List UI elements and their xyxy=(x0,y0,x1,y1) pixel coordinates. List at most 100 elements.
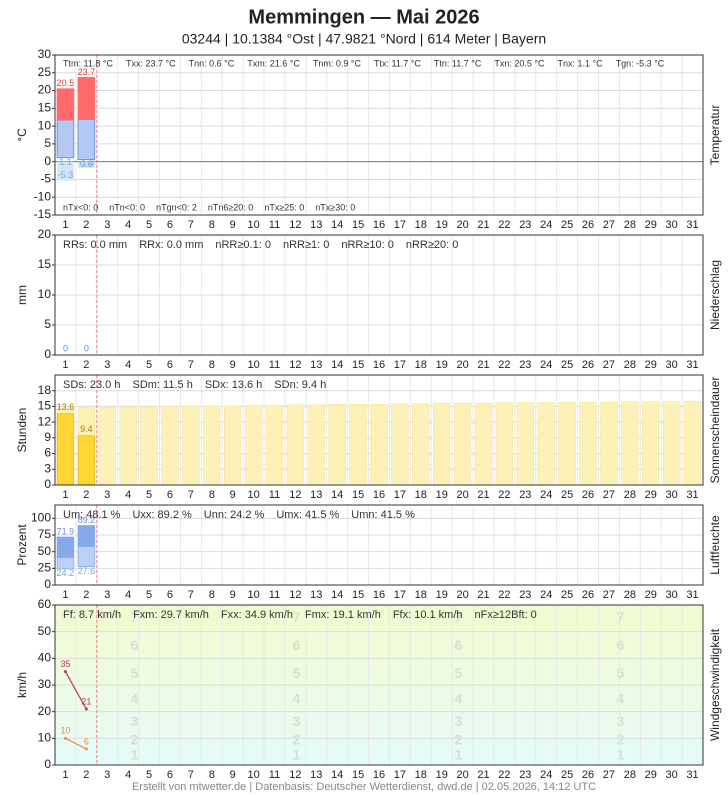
side-label: Windgeschwindigkeit xyxy=(708,628,722,741)
bar xyxy=(433,402,451,486)
beaufort-label: 1 xyxy=(617,746,625,762)
beaufort-band xyxy=(55,733,703,749)
x-tick-label: 28 xyxy=(624,589,636,601)
bar xyxy=(161,406,179,486)
bar xyxy=(140,406,158,486)
y-tick-label: 5 xyxy=(44,317,51,331)
x-tick-label: 25 xyxy=(561,489,573,501)
stat-label: nTx≥25: 0 xyxy=(264,202,304,212)
beaufort-label: 2 xyxy=(455,732,463,748)
x-tick-label: 28 xyxy=(624,219,636,231)
beaufort-label: 6 xyxy=(617,637,625,653)
y-tick-label: 40 xyxy=(38,651,52,665)
beaufort-label: 6 xyxy=(455,637,463,653)
x-tick-label: 3 xyxy=(104,489,110,501)
x-tick-label: 26 xyxy=(582,219,594,231)
beaufort-label: 7 xyxy=(455,609,463,625)
bar xyxy=(265,405,284,486)
value-label: 9.4 xyxy=(80,424,93,434)
y-tick-label: 0 xyxy=(44,757,51,771)
x-tick-label: 30 xyxy=(666,589,678,601)
bar xyxy=(662,401,681,486)
bar xyxy=(182,406,200,486)
y-tick-label: 25 xyxy=(38,65,52,79)
stat-label: Unn: 24.2 % xyxy=(204,509,265,521)
stat-label: Ttx: 11.7 °C xyxy=(374,58,421,68)
x-tick-label: 3 xyxy=(104,359,110,371)
x-tick-label: 9 xyxy=(230,769,236,781)
x-tick-label: 8 xyxy=(209,589,215,601)
stat-label: Fxm: 29.7 km/h xyxy=(133,609,209,621)
plot-background xyxy=(55,55,703,215)
x-tick-label: 22 xyxy=(498,769,510,781)
beaufort-band xyxy=(55,687,703,712)
x-tick-label: 29 xyxy=(645,489,657,501)
x-tick-label: 12 xyxy=(289,769,301,781)
beaufort-label: 7 xyxy=(617,609,625,625)
stat-label: SDx: 13.6 h xyxy=(205,379,262,391)
beaufort-label: 1 xyxy=(455,746,463,762)
y-tick-label: 20 xyxy=(38,704,52,718)
bar xyxy=(600,401,618,486)
beaufort-label: 2 xyxy=(617,732,625,748)
value-label: 10 xyxy=(60,726,70,736)
stat-label: Uxx: 89.2 % xyxy=(132,509,192,521)
value-label: 0.6 xyxy=(80,159,93,169)
value-label: -5.3 xyxy=(58,170,74,180)
x-tick-label: 9 xyxy=(230,489,236,501)
x-tick-label: 28 xyxy=(624,489,636,501)
lower-bar xyxy=(77,545,96,567)
plot-frame xyxy=(54,234,704,356)
bar xyxy=(474,402,493,486)
x-tick-label: 18 xyxy=(415,769,427,781)
bar xyxy=(412,403,430,486)
plot-frame xyxy=(54,54,704,216)
x-tick-label: 6 xyxy=(167,489,173,501)
x-tick-label: 2 xyxy=(83,769,89,781)
beaufort-label: 4 xyxy=(131,690,139,706)
x-tick-label: 24 xyxy=(540,489,552,501)
x-tick-label: 24 xyxy=(540,589,552,601)
y-tick-label: 50 xyxy=(38,544,52,558)
beaufort-band xyxy=(55,711,703,733)
beaufort-label: 6 xyxy=(293,637,301,653)
stat-label: nRR≥10: 0 xyxy=(341,239,394,251)
x-tick-label: 15 xyxy=(352,489,364,501)
x-tick-label: 23 xyxy=(519,219,531,231)
y-tick-label: 15 xyxy=(38,101,52,115)
x-tick-label: 25 xyxy=(561,359,573,371)
y-tick-label: 18 xyxy=(38,383,52,397)
x-tick-label: 23 xyxy=(519,489,531,501)
bar xyxy=(495,402,514,486)
y-tick-label: 0 xyxy=(44,477,51,491)
x-tick-label: 4 xyxy=(125,589,131,601)
value-label: 21 xyxy=(81,696,91,706)
line xyxy=(64,671,87,710)
x-tick-label: 24 xyxy=(540,769,552,781)
x-tick-label: 7 xyxy=(188,489,194,501)
x-tick-label: 26 xyxy=(582,769,594,781)
x-tick-label: 3 xyxy=(104,219,110,231)
x-tick-label: 14 xyxy=(331,589,343,601)
x-tick-label: 26 xyxy=(582,359,594,371)
x-tick-label: 5 xyxy=(146,219,152,231)
x-tick-label: 10 xyxy=(247,589,259,601)
x-tick-label: 10 xyxy=(247,219,259,231)
x-tick-label: 25 xyxy=(561,589,573,601)
x-tick-label: 11 xyxy=(269,219,280,231)
beaufort-label: 7 xyxy=(293,609,301,625)
x-tick-label: 19 xyxy=(436,769,448,781)
stat-label: nTgn<0: 2 xyxy=(156,202,197,212)
x-tick-label: 30 xyxy=(666,489,678,501)
x-tick-label: 31 xyxy=(686,589,698,601)
y-tick-label: 6 xyxy=(44,446,51,460)
x-tick-label: 10 xyxy=(247,769,259,781)
bar xyxy=(683,400,702,486)
stat-label: nFx≥12Bft: 0 xyxy=(475,609,537,621)
x-tick-label: 21 xyxy=(477,219,489,231)
x-tick-label: 8 xyxy=(209,219,215,231)
value-label: 6 xyxy=(84,736,89,746)
x-tick-label: 1 xyxy=(62,589,68,601)
x-tick-label: 7 xyxy=(188,219,194,231)
